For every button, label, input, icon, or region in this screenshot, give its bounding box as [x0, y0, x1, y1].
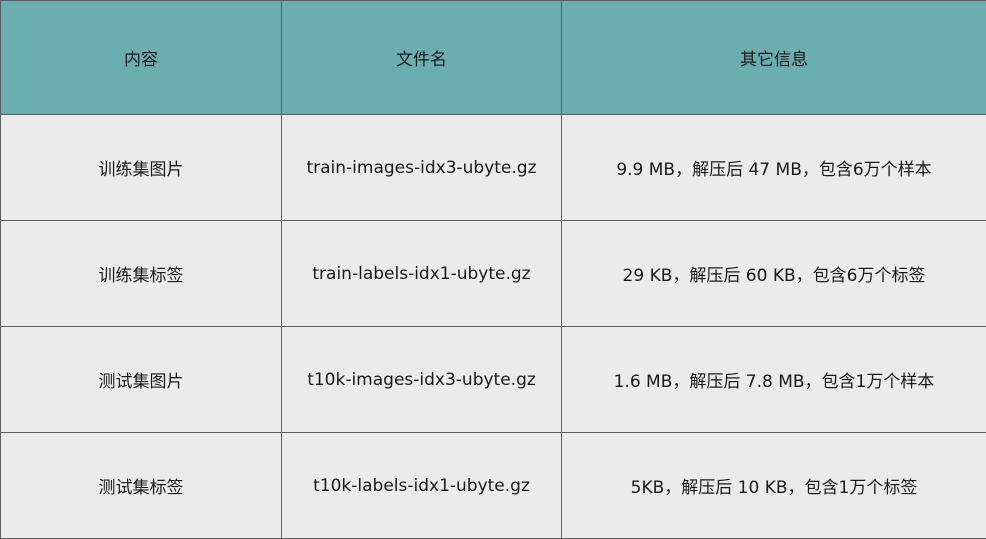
info-cell: 29 KB，解压后 60 KB，包含6万个标签 [562, 221, 986, 327]
filename-cell: t10k-images-idx3-ubyte.gz [282, 327, 562, 433]
header-other-info: 其它信息 [562, 1, 986, 115]
header-row: 内容 文件名 其它信息 [1, 1, 986, 115]
header-content: 内容 [1, 1, 282, 115]
info-cell: 5KB，解压后 10 KB，包含1万个标签 [562, 433, 986, 539]
info-cell: 9.9 MB，解压后 47 MB，包含6万个样本 [562, 115, 986, 221]
info-cell: 1.6 MB，解压后 7.8 MB，包含1万个样本 [562, 327, 986, 433]
content-cell: 训练集标签 [1, 221, 282, 327]
header-filename: 文件名 [282, 1, 562, 115]
content-cell: 测试集图片 [1, 327, 282, 433]
filename-cell: t10k-labels-idx1-ubyte.gz [282, 433, 562, 539]
content-cell: 测试集标签 [1, 433, 282, 539]
filename-cell: train-labels-idx1-ubyte.gz [282, 221, 562, 327]
filename-cell: train-images-idx3-ubyte.gz [282, 115, 562, 221]
content-cell: 训练集图片 [1, 115, 282, 221]
